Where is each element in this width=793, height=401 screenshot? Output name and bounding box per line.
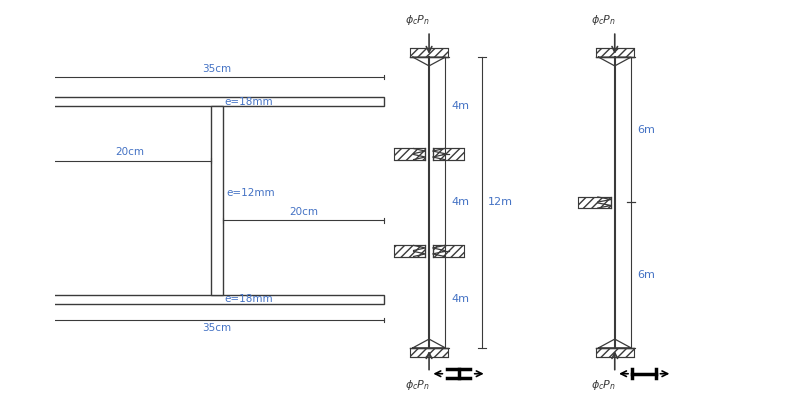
Text: e=18mm: e=18mm: [224, 294, 273, 304]
Text: 20cm: 20cm: [289, 207, 318, 217]
Text: 6m: 6m: [637, 270, 655, 280]
Text: 12m: 12m: [488, 197, 513, 207]
Text: $\phi_c P_n$: $\phi_c P_n$: [592, 13, 616, 27]
Bar: [211, 106, 223, 295]
Bar: [49, 97, 385, 106]
Text: 4m: 4m: [451, 197, 469, 207]
Bar: [578, 196, 611, 209]
Bar: [433, 245, 464, 257]
Text: 20cm: 20cm: [116, 148, 144, 158]
Text: $\phi_c P_n$: $\phi_c P_n$: [592, 378, 616, 392]
Bar: [596, 348, 634, 356]
Bar: [410, 348, 448, 356]
Text: $\phi_c P_n$: $\phi_c P_n$: [405, 13, 431, 27]
Text: 4m: 4m: [451, 294, 469, 304]
Bar: [410, 49, 448, 57]
Bar: [394, 245, 425, 257]
Bar: [433, 148, 464, 160]
Text: 35cm: 35cm: [202, 323, 232, 333]
Text: e=18mm: e=18mm: [224, 97, 273, 107]
Bar: [49, 295, 385, 304]
Text: 6m: 6m: [637, 125, 655, 135]
Text: 40cm: 40cm: [0, 186, 2, 215]
Text: 4m: 4m: [451, 101, 469, 111]
Bar: [394, 148, 425, 160]
Text: e=12mm: e=12mm: [226, 188, 275, 198]
Bar: [596, 49, 634, 57]
Text: $\phi_c P_n$: $\phi_c P_n$: [405, 378, 431, 392]
Text: 35cm: 35cm: [202, 64, 232, 74]
